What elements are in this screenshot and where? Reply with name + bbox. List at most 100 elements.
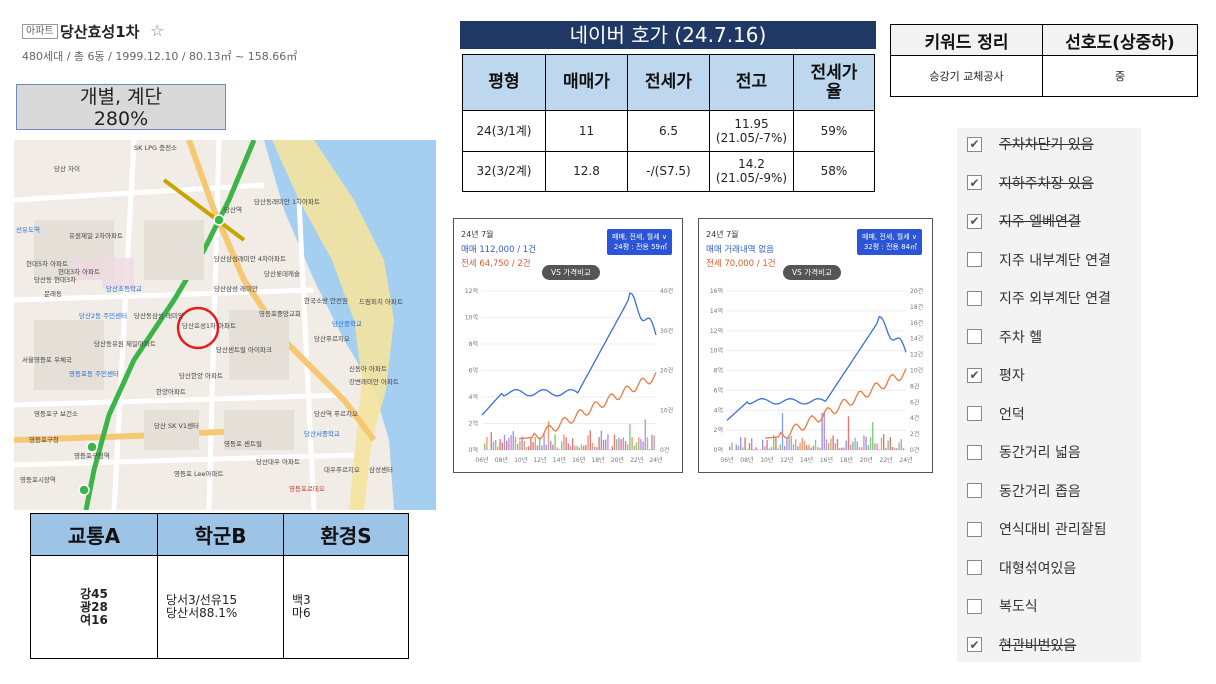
apartment-info: 480세대 / 총 6동 / 1999.12.10 / 80.13㎡ ~ 158… — [22, 50, 298, 63]
y-right-tick: 14건 — [910, 335, 923, 343]
price-header-jeonse: 전세가 — [627, 54, 710, 111]
price-high-value: 11.95 — [734, 116, 769, 131]
volume-bar — [558, 448, 561, 450]
checklist-item[interactable]: ✔ 평자 — [967, 365, 1025, 385]
checkbox-unchecked-icon[interactable] — [967, 598, 982, 614]
x-tick: 14년 — [800, 456, 813, 464]
y-left-tick: 10억 — [710, 347, 723, 355]
checkbox-checked-icon[interactable]: ✔ — [967, 213, 982, 229]
price-chart-24[interactable]: 12억 10억 8억 6억 4억 2억 0억 40건 30건 20건 10건 0건 06년 08년 10년 1… — [453, 218, 683, 473]
checklist-item[interactable]: 언덕 — [967, 404, 1025, 424]
checklist-item[interactable]: ✔ 현관비번있음 — [967, 635, 1076, 655]
keyword-header: 키워드 정리 — [890, 24, 1043, 56]
volume-bar — [773, 435, 775, 450]
volume-bar — [539, 437, 541, 450]
map-label: 당산동래미안 1차아파트 — [254, 198, 321, 206]
volume-bar — [865, 436, 867, 450]
map-label: 대우푸르지오 — [324, 466, 360, 474]
volume-bar — [517, 443, 519, 450]
map-graphic — [14, 140, 436, 510]
map-label: 영등포동 주민센터 — [69, 370, 119, 378]
chart-filter-button[interactable]: 매매, 전세, 월세 ∨ 32평 : 전용 84㎡ — [857, 229, 922, 255]
volume-bar — [828, 443, 830, 450]
volume-bar — [786, 438, 788, 450]
map-label: 영등포구 보건소 — [34, 410, 78, 418]
vs-compare-button[interactable]: VS 가격비교 — [783, 265, 841, 280]
checklist-item[interactable]: ✔ 주차차단기 있음 — [967, 134, 1094, 154]
chart-sale-info: 매매 112,000 / 1건 — [461, 245, 536, 255]
volume-bar — [591, 442, 594, 450]
checkbox-unchecked-icon[interactable] — [967, 329, 982, 344]
location-map[interactable]: SK LPG 충전소 당산역 영등포구청역 당산효성1차 아파트 당산센트럴 아… — [14, 140, 436, 510]
volume-bar — [598, 437, 600, 450]
transport-line: 광28 — [80, 599, 108, 614]
score-table: 교통A 학군B 환경S 강45 광28 여16 당서3/선유15 당산서88.1… — [30, 513, 409, 659]
checklist-item[interactable]: 대형섞여있음 — [967, 558, 1076, 578]
volume-bar — [854, 437, 856, 450]
map-label: 당산동삼성 래미안 — [134, 312, 184, 320]
volume-bar — [530, 438, 532, 450]
score-school-cell: 당서3/선유15 당산서88.1% — [157, 555, 284, 659]
volume-bar — [737, 445, 740, 450]
checklist-item[interactable]: 연식대비 관리잘됨 — [967, 519, 1107, 539]
checklist-item[interactable]: 복도식 — [967, 596, 1038, 616]
checkbox-unchecked-icon[interactable] — [967, 560, 982, 575]
volume-bar — [574, 445, 576, 450]
favorite-star-icon[interactable]: ☆ — [150, 21, 165, 40]
volume-bar — [883, 434, 885, 450]
price-chart-32[interactable]: 16억 14억 12억 10억 8억 6억 4억 2억 0억 20건 18건 16건 14건 12건 10건… — [698, 218, 933, 473]
checklist-item[interactable]: 동간거리 넓음 — [967, 442, 1081, 462]
map-label: 신동아 아파트 — [349, 365, 387, 373]
volume-bar — [510, 435, 512, 450]
checklist-item[interactable]: ✔ 지주 엘베연결 — [967, 211, 1081, 231]
map-label: 문래동 — [44, 290, 62, 298]
checklist-item[interactable]: 지주 내부계단 연결 — [967, 250, 1111, 270]
volume-bar — [512, 431, 514, 450]
checklist-item[interactable]: ✔ 지하주차장 있음 — [967, 173, 1094, 193]
checklist-item[interactable]: 주차 헬 — [967, 327, 1042, 347]
checkbox-unchecked-icon[interactable] — [967, 406, 982, 421]
x-tick: 06년 — [720, 456, 733, 464]
volume-bar — [618, 437, 620, 450]
volume-bar — [525, 447, 528, 450]
checklist-item[interactable]: 지주 외부계단 연결 — [967, 288, 1111, 308]
checkbox-unchecked-icon[interactable] — [967, 483, 982, 498]
vs-compare-button[interactable]: VS 가격비교 — [542, 265, 600, 280]
map-label: 당산 자이 — [54, 165, 80, 173]
price-sale: 11 — [545, 110, 628, 152]
checkbox-unchecked-icon[interactable] — [967, 252, 982, 267]
volume-bar — [872, 422, 874, 450]
volume-bar — [543, 434, 545, 450]
checkbox-unchecked-icon[interactable] — [967, 290, 982, 306]
transport-line: 여16 — [80, 612, 108, 627]
volume-bar — [484, 443, 486, 450]
checklist-item[interactable]: 동간거리 좁음 — [967, 481, 1081, 501]
volume-bar — [545, 444, 547, 450]
x-tick: 24년 — [899, 456, 912, 464]
checkbox-unchecked-icon[interactable] — [967, 521, 982, 537]
volume-bar — [523, 440, 525, 450]
volume-bar — [651, 434, 653, 450]
volume-bar — [561, 441, 563, 450]
volume-bar — [624, 441, 627, 450]
volume-bar — [506, 440, 508, 450]
volume-bar — [876, 443, 878, 450]
volume-bar — [583, 445, 585, 450]
volume-bar — [821, 412, 823, 450]
checkbox-checked-icon[interactable]: ✔ — [967, 136, 982, 152]
y-right-tick: 30건 — [660, 327, 673, 335]
volume-bar — [850, 444, 852, 450]
checkbox-checked-icon[interactable]: ✔ — [967, 367, 982, 383]
score-environment-cell: 백3 마6 — [283, 555, 409, 659]
checkbox-unchecked-icon[interactable] — [967, 444, 982, 460]
map-label: 강변래미안 아파트 — [349, 378, 399, 386]
volume-bar — [896, 448, 898, 450]
chart-filter-label: 매매, 전세, 월세 ∨ — [862, 233, 917, 241]
chart-filter-button[interactable]: 매매, 전세, 월세 ∨ 24평 : 전용 59㎡ — [607, 229, 672, 255]
checkbox-checked-icon[interactable]: ✔ — [967, 175, 982, 190]
map-label: 당산초등학교 — [106, 285, 142, 293]
volume-bar — [635, 442, 638, 450]
price-high-detail: (21.05/-7%) — [715, 130, 788, 145]
volume-bar — [627, 444, 629, 450]
checkbox-checked-icon[interactable]: ✔ — [967, 637, 982, 652]
